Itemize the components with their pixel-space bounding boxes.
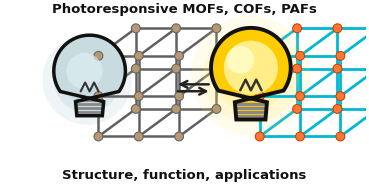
Ellipse shape: [226, 50, 276, 101]
Circle shape: [94, 92, 103, 101]
Polygon shape: [54, 35, 125, 116]
Circle shape: [172, 24, 180, 33]
Circle shape: [134, 132, 143, 141]
Circle shape: [175, 51, 183, 60]
Circle shape: [175, 92, 183, 101]
Polygon shape: [211, 28, 291, 119]
Circle shape: [212, 105, 221, 113]
Circle shape: [296, 51, 304, 60]
Circle shape: [172, 105, 180, 113]
Ellipse shape: [54, 47, 120, 113]
Circle shape: [336, 92, 345, 101]
Circle shape: [255, 132, 264, 141]
Ellipse shape: [63, 56, 111, 104]
Circle shape: [333, 105, 342, 113]
Circle shape: [336, 132, 345, 141]
Text: Structure, function, applications: Structure, function, applications: [62, 169, 306, 182]
Circle shape: [134, 92, 143, 101]
Ellipse shape: [42, 35, 132, 125]
Circle shape: [293, 64, 301, 73]
Circle shape: [293, 24, 301, 33]
Circle shape: [94, 51, 103, 60]
Circle shape: [175, 132, 183, 141]
Polygon shape: [226, 46, 254, 74]
Circle shape: [94, 132, 103, 141]
Circle shape: [336, 51, 345, 60]
Ellipse shape: [215, 40, 287, 112]
Polygon shape: [66, 53, 103, 89]
Circle shape: [333, 24, 342, 33]
Circle shape: [333, 64, 342, 73]
Circle shape: [293, 105, 301, 113]
Circle shape: [255, 51, 264, 60]
Circle shape: [131, 64, 140, 73]
Text: Photoresponsive MOFs, COFs, PAFs: Photoresponsive MOFs, COFs, PAFs: [52, 3, 317, 16]
Circle shape: [212, 24, 221, 33]
Circle shape: [131, 24, 140, 33]
Circle shape: [131, 105, 140, 113]
Circle shape: [296, 92, 304, 101]
Circle shape: [255, 92, 264, 101]
Circle shape: [296, 132, 304, 141]
Circle shape: [212, 64, 221, 73]
Circle shape: [134, 51, 143, 60]
Ellipse shape: [191, 16, 311, 136]
Circle shape: [172, 64, 180, 73]
Polygon shape: [224, 41, 278, 95]
Ellipse shape: [203, 28, 299, 123]
